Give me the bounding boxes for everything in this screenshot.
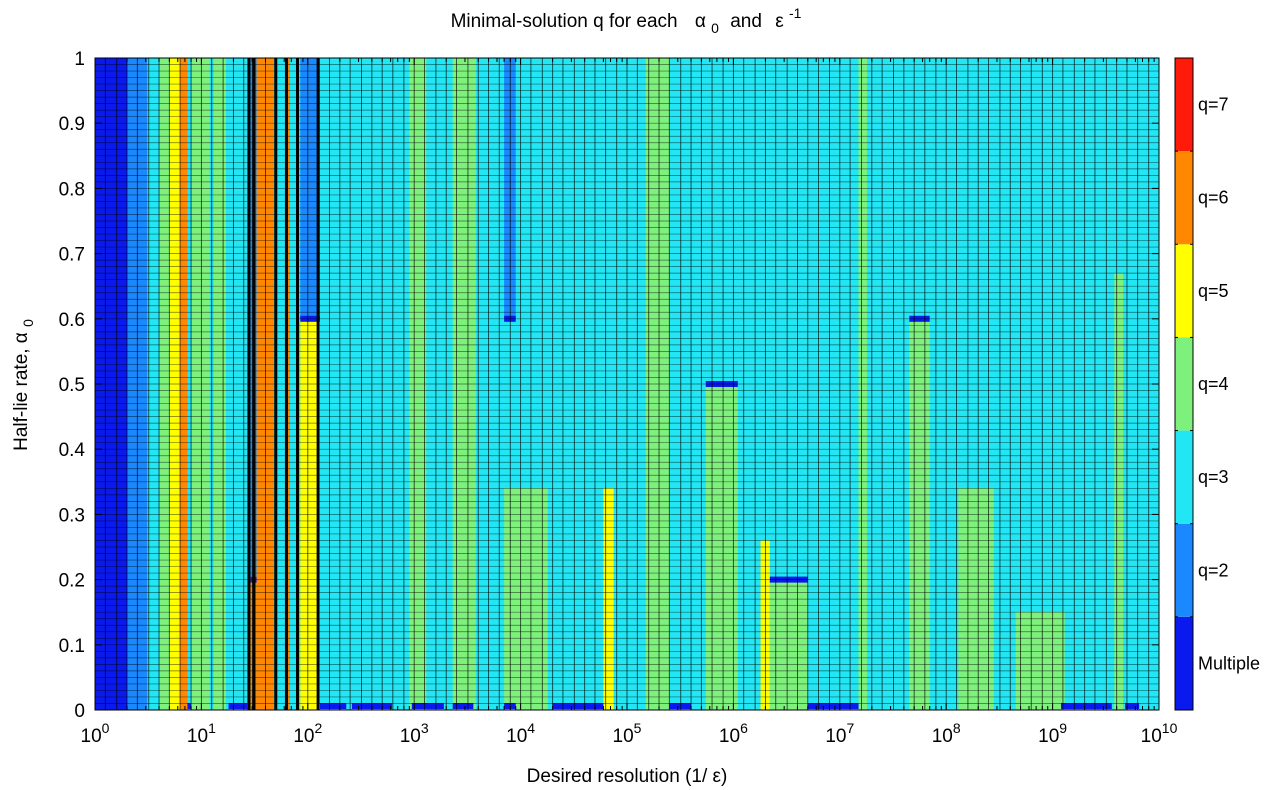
colorbar-swatch [1175, 151, 1193, 245]
y-tick-label: 0 [74, 701, 85, 722]
colorbar-label: q=5 [1198, 281, 1229, 301]
x-tick-label: 100 [81, 720, 110, 747]
colorbar-label: q=2 [1198, 560, 1229, 580]
multiple-marker [228, 703, 248, 709]
colorbar-label: q=6 [1198, 188, 1229, 208]
x-tick-label: 104 [506, 720, 535, 747]
y-tick-label: 0.1 [59, 636, 85, 657]
y-axis-label-alpha: α [11, 332, 32, 343]
heatmap-cell-column [1114, 273, 1124, 710]
axis-ticks: 0 0.1 0.2 0.3 0.4 0.5 0.6 0.7 0.8 0.9 1 100 101 102 10… [59, 49, 1178, 747]
y-axis-label-sub: 0 [20, 319, 36, 327]
multiple-marker [319, 703, 347, 709]
colorbar-swatch [1175, 58, 1193, 152]
y-axis-label-text: Half-lie rate, [11, 343, 32, 451]
y-tick-label: 0.6 [59, 310, 85, 331]
colorbar-swatch [1175, 616, 1193, 710]
heatmap-cell-column [1015, 612, 1065, 710]
colorbar-swatch [1175, 430, 1193, 524]
y-tick-label: 0.5 [59, 375, 85, 396]
grid-lines [94, 58, 1159, 710]
y-tick-label: 0.9 [59, 114, 85, 135]
multiple-marker [452, 703, 474, 709]
chart-title-text: Minimal-solution q for each [451, 11, 678, 32]
multiple-marker [411, 703, 444, 709]
x-tick-label: 103 [400, 720, 429, 747]
colorbar-swatch [1175, 337, 1193, 431]
y-tick-label: 0.4 [59, 440, 86, 461]
multiple-marker [187, 703, 192, 709]
multiple-marker [1125, 703, 1140, 709]
x-axis-label: Desired resolution (1/ ε) [527, 766, 728, 787]
colorbar-swatch [1175, 523, 1193, 617]
y-tick-label: 0.2 [59, 571, 85, 592]
title-epsilon: ε [775, 11, 784, 32]
colorbar-label: q=3 [1198, 467, 1229, 487]
y-tick-label: 0.8 [59, 179, 85, 200]
title-alpha-sub: 0 [711, 20, 719, 36]
x-tick-label: 1010 [1141, 720, 1178, 747]
colorbar-label: q=4 [1198, 374, 1229, 394]
title-and: and [730, 11, 762, 32]
colorbar-label: Multiple [1198, 653, 1260, 673]
y-tick-label: 1 [74, 49, 85, 70]
colorbar-label: q=7 [1198, 95, 1229, 115]
x-tick-label: 107 [825, 720, 854, 747]
title-eps-sup: -1 [789, 5, 802, 21]
x-tick-label: 102 [293, 720, 322, 747]
y-axis-label: Half-lie rate, α 0 [11, 319, 36, 451]
multiple-marker [669, 703, 692, 709]
multiple-marker [552, 703, 604, 709]
multiple-marker [1061, 703, 1112, 709]
colorbar: Multiple q=2 q=3 q=4 q=5 q=6 q=7 [1174, 57, 1260, 711]
x-tick-label: 108 [932, 720, 961, 747]
x-tick-label: 106 [719, 720, 748, 747]
x-tick-label: 105 [613, 720, 642, 747]
title-alpha: α [695, 11, 706, 32]
y-tick-label: 0.7 [59, 245, 85, 266]
y-tick-label: 0.3 [59, 505, 85, 526]
multiple-marker [807, 703, 859, 709]
chart-title: Minimal-solution q for each α 0 and ε -1 [451, 5, 802, 38]
x-tick-label: 109 [1038, 720, 1067, 747]
x-tick-label: 101 [187, 720, 216, 747]
colorbar-swatch [1175, 244, 1193, 338]
colorbar-frame [1174, 57, 1194, 711]
